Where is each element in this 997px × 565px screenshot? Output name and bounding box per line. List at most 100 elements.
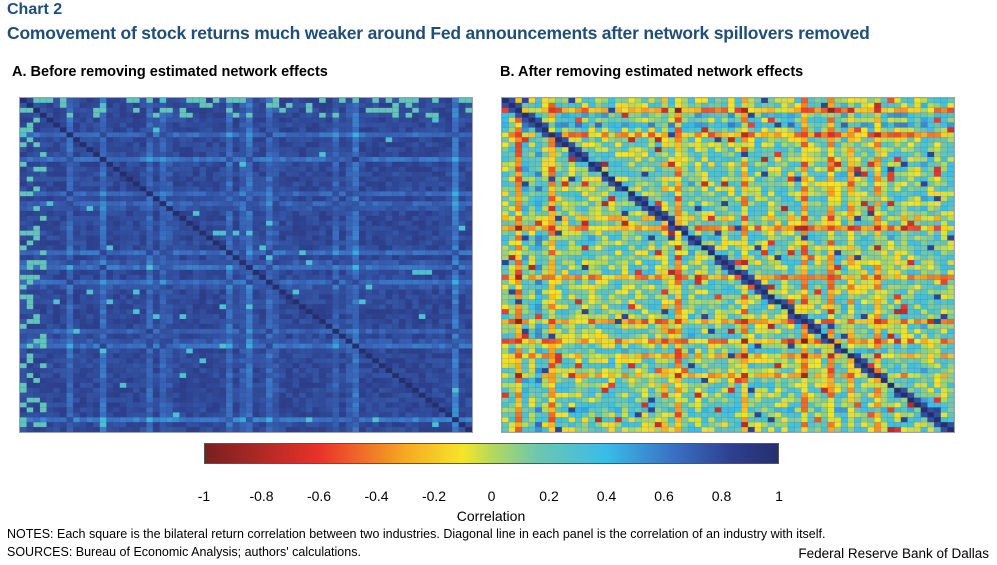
heatmap-cell [86, 186, 94, 192]
heatmap-cell [73, 250, 81, 256]
heatmap-cell [458, 122, 466, 128]
heatmap-cell [66, 137, 74, 143]
heatmap-cell [33, 176, 41, 182]
heatmap-cell [458, 338, 466, 344]
heatmap-cell [252, 127, 260, 133]
heatmap-cell [33, 269, 41, 276]
heatmap-cell [159, 328, 167, 335]
heatmap-cell [159, 220, 167, 227]
heatmap-cell [73, 122, 81, 128]
heatmap-cell [372, 260, 380, 266]
heatmap-cell [339, 137, 347, 143]
heatmap-cell [206, 127, 214, 133]
heatmap-cell [867, 102, 875, 109]
heatmap-cell [46, 417, 54, 423]
heatmap-cell [365, 181, 373, 187]
heatmap-cell [359, 387, 366, 394]
heatmap-cell [372, 387, 380, 394]
heatmap-cell [146, 230, 154, 236]
heatmap-cell [661, 112, 669, 118]
heatmap-cell [940, 98, 948, 104]
heatmap-cell [521, 122, 529, 128]
heatmap-cell [385, 387, 393, 394]
heatmap-cell [378, 412, 386, 418]
heatmap-cell [152, 279, 160, 285]
heatmap-cell [126, 279, 134, 285]
heatmap-cell [79, 161, 87, 168]
heatmap-cell [272, 107, 280, 114]
heatmap-cell [418, 230, 426, 236]
heatmap-cell [206, 294, 214, 300]
heatmap-cell [418, 245, 426, 251]
heatmap-cell [412, 373, 420, 379]
heatmap-cell [365, 255, 373, 261]
heatmap-cell [581, 122, 589, 128]
heatmap-cell [172, 309, 180, 315]
heatmap-cell [172, 387, 180, 394]
heatmap-cell [305, 161, 313, 168]
heatmap-cell [232, 230, 240, 236]
heatmap-cell [179, 132, 187, 138]
heatmap-cell [192, 137, 200, 143]
heatmap-cell [332, 132, 340, 138]
heatmap-cell [398, 392, 406, 398]
heatmap-cell [728, 102, 735, 109]
heatmap-cell [239, 201, 247, 207]
heatmap-cell [239, 240, 247, 246]
heatmap-cell [319, 333, 327, 340]
heatmap-cell [359, 343, 366, 349]
heatmap-cell [152, 289, 160, 295]
heatmap-cell [458, 250, 466, 256]
heatmap-cell [405, 142, 413, 148]
heatmap-cell [139, 235, 147, 241]
heatmap-cell [359, 255, 366, 261]
heatmap-cell [392, 427, 400, 432]
heatmap-cell [79, 279, 87, 285]
heatmap-cell [246, 225, 253, 231]
heatmap-cell [192, 299, 200, 305]
heatmap-cell [821, 117, 829, 123]
heatmap-cell [634, 107, 642, 114]
heatmap-cell [405, 255, 413, 261]
heatmap-cell [581, 112, 589, 118]
heatmap-cell [385, 152, 393, 158]
heatmap-cell [265, 240, 273, 246]
heatmap-cell [166, 240, 174, 246]
heatmap-cell [113, 215, 121, 222]
heatmap-cell [332, 156, 340, 163]
heatmap-cell [139, 230, 147, 236]
heatmap-cell [53, 343, 61, 349]
heatmap-cell [86, 171, 94, 177]
heatmap-cell [139, 171, 147, 177]
heatmap-cell [33, 107, 41, 114]
heatmap-cell [192, 417, 200, 423]
heatmap-cell [239, 392, 247, 398]
heatmap-cell [59, 176, 67, 182]
heatmap-cell [172, 382, 180, 389]
heatmap-cell [821, 102, 829, 109]
heatmap-cell [166, 368, 174, 374]
heatmap-cell [365, 245, 373, 251]
heatmap-cell [445, 422, 453, 428]
heatmap-cell [53, 402, 61, 408]
heatmap-cell [418, 368, 426, 374]
heatmap-cell [575, 112, 583, 118]
heatmap-cell [398, 181, 406, 187]
heatmap-cell [352, 284, 360, 290]
heatmap-cell [339, 176, 347, 182]
heatmap-cell [119, 412, 127, 418]
heatmap-cell [133, 102, 140, 109]
heatmap-cell [226, 201, 234, 207]
heatmap-cell [166, 294, 174, 300]
heatmap-cell [133, 191, 140, 197]
heatmap-cell [186, 196, 194, 202]
heatmap-cell [46, 402, 54, 408]
heatmap-cell [46, 191, 54, 197]
heatmap-cell [152, 171, 160, 177]
heatmap-cell [265, 250, 273, 256]
heatmap-cell [392, 422, 400, 428]
heatmap-cell [319, 176, 327, 182]
heatmap-cell [259, 422, 267, 428]
heatmap-cell [66, 368, 74, 374]
heatmap-cell [20, 279, 27, 285]
